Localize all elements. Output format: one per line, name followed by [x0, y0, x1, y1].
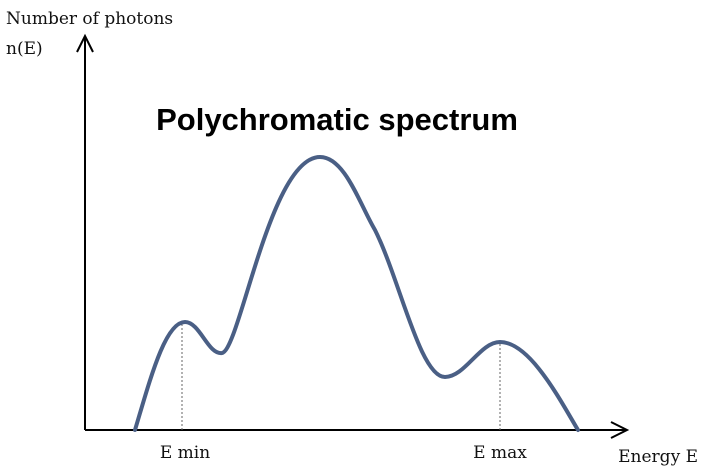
y-axis-arrow [76, 33, 94, 53]
emax-label: E max [473, 443, 527, 463]
x-axis-label: Energy E [618, 447, 698, 466]
emin-label: E min [160, 443, 210, 463]
title: Polychromatic spectrum [156, 102, 518, 137]
x-axis-arrow [610, 421, 630, 439]
spectrum-curve [133, 154, 580, 432]
y-axis-label: Number of photons [6, 9, 173, 29]
y-axis-symbol: n(E) [6, 39, 43, 59]
